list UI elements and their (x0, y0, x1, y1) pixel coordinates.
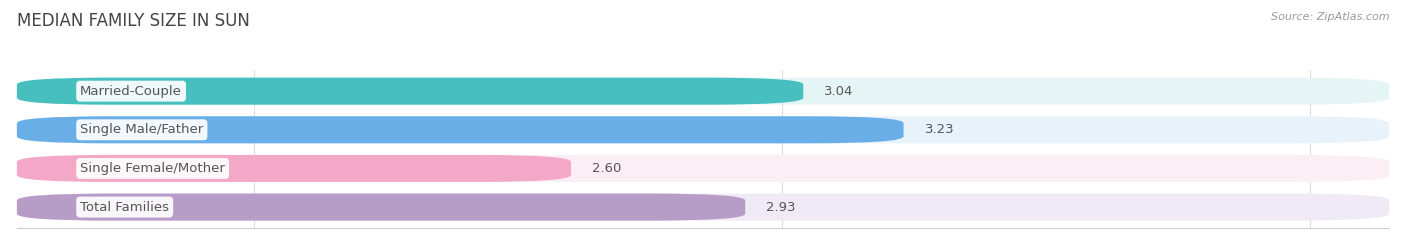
FancyBboxPatch shape (17, 155, 571, 182)
Text: MEDIAN FAMILY SIZE IN SUN: MEDIAN FAMILY SIZE IN SUN (17, 12, 250, 30)
Text: Total Families: Total Families (80, 201, 169, 214)
Text: 2.93: 2.93 (766, 201, 796, 214)
FancyBboxPatch shape (17, 155, 1389, 182)
Text: Married-Couple: Married-Couple (80, 85, 183, 98)
FancyBboxPatch shape (17, 78, 803, 105)
Text: 3.23: 3.23 (925, 123, 955, 136)
Text: Single Female/Mother: Single Female/Mother (80, 162, 225, 175)
Text: 3.04: 3.04 (824, 85, 853, 98)
Text: Single Male/Father: Single Male/Father (80, 123, 204, 136)
FancyBboxPatch shape (17, 116, 1389, 143)
FancyBboxPatch shape (17, 116, 904, 143)
FancyBboxPatch shape (17, 194, 1389, 221)
Text: 2.60: 2.60 (592, 162, 621, 175)
FancyBboxPatch shape (17, 78, 1389, 105)
Text: Source: ZipAtlas.com: Source: ZipAtlas.com (1271, 12, 1389, 22)
FancyBboxPatch shape (17, 194, 745, 221)
